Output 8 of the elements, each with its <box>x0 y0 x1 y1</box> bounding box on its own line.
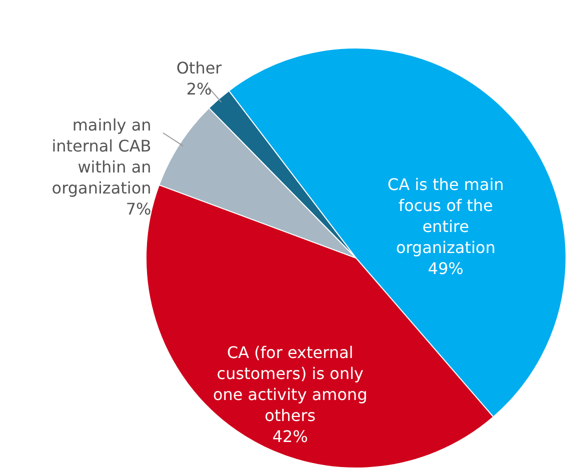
data-label: 7% <box>126 199 152 218</box>
slice-label: CA is the main focus of the entire organization <box>388 175 504 258</box>
data-label: 49% <box>428 259 464 278</box>
data-label: 42% <box>272 426 308 446</box>
slice-label: CA (for external customers) is only one activity among others <box>212 342 368 425</box>
slice-label: Other <box>176 58 222 78</box>
data-label: 2% <box>186 79 212 98</box>
slice-label: mainly an internal CAB within an organization <box>52 115 152 198</box>
